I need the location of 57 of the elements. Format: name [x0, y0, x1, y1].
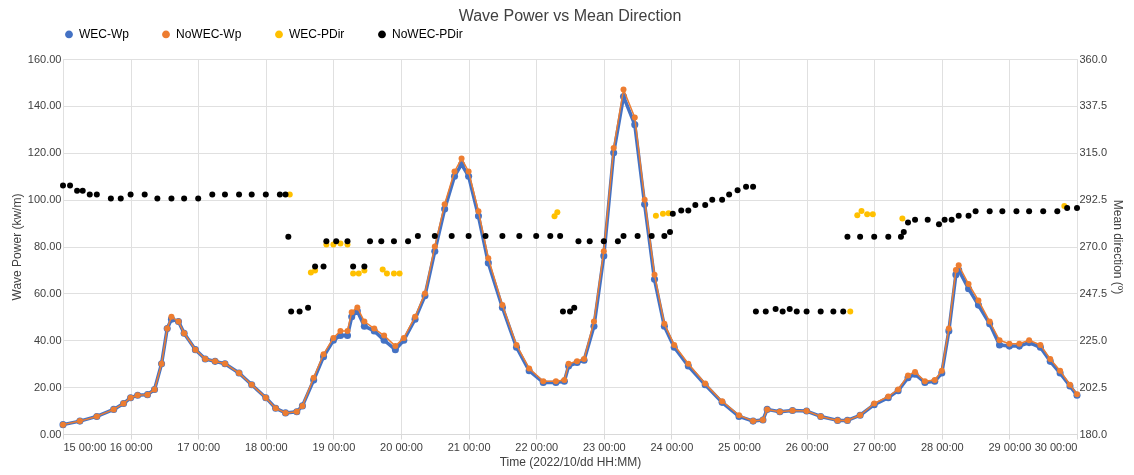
point — [847, 308, 854, 315]
y2-axis-title: Mean direction (º) — [1111, 199, 1126, 295]
x-tick-label: 22 00:00 — [515, 440, 559, 453]
y-tick-label: 0.00 — [40, 427, 62, 440]
x-tick-label: 15 00:00 — [63, 440, 107, 453]
point — [390, 270, 397, 277]
y2-tick-label: 180.0 — [1079, 427, 1108, 440]
legend-label: WEC-Wp — [79, 27, 130, 42]
point — [864, 211, 871, 218]
point — [355, 270, 362, 277]
y2-tick-label: 202.5 — [1079, 380, 1108, 393]
x-tick-label: 18 00:00 — [244, 440, 288, 453]
point — [652, 212, 659, 219]
y-tick-label: 20.00 — [33, 380, 62, 393]
x-tick-label: 23 00:00 — [582, 440, 626, 453]
y-tick-label: 80.00 — [33, 240, 62, 252]
y2-tick-label: 247.5 — [1079, 286, 1108, 299]
y-tick-label: 100.00 — [27, 193, 62, 206]
legend-label: NoWEC-Wp — [176, 27, 242, 42]
y-tick-label: 40.00 — [33, 333, 62, 346]
x-axis-title: Time (2022/10/dd HH:MM) — [499, 454, 642, 469]
x-tick-label: 30 00:00 — [1034, 440, 1078, 453]
point — [554, 209, 561, 216]
point — [858, 208, 865, 215]
y-tick-label: 160.00 — [27, 52, 62, 65]
point — [659, 210, 666, 217]
x-tick-label: 16 00:00 — [109, 440, 153, 453]
y2-tick-label: 360.0 — [1079, 52, 1108, 65]
x-tick-label: 29 00:00 — [988, 440, 1032, 453]
point — [379, 266, 386, 273]
x-tick-label: 20 00:00 — [380, 440, 423, 453]
legend-label: NoWEC-PDir — [392, 27, 463, 42]
x-tick-label: 24 00:00 — [650, 440, 694, 453]
x-tick-label: 27 00:00 — [853, 440, 897, 453]
y2-tick-label: 337.5 — [1079, 99, 1108, 112]
y-axis-title: Wave Power (kw/m) — [9, 193, 24, 301]
point — [899, 215, 906, 222]
point — [396, 270, 403, 277]
point — [350, 270, 357, 277]
x-tick-label: 19 00:00 — [312, 440, 356, 453]
x-tick-label: 26 00:00 — [785, 440, 829, 453]
y-tick-label: 120.00 — [27, 146, 62, 159]
point — [383, 270, 390, 277]
y2-tick-label: 292.5 — [1079, 193, 1108, 206]
y-tick-label: 140.00 — [27, 99, 62, 112]
x-tick-label: 17 00:00 — [177, 440, 221, 453]
y-tick-label: 60.00 — [33, 286, 62, 299]
x-tick-label: 21 00:00 — [447, 440, 491, 453]
y2-tick-label: 315.0 — [1079, 146, 1108, 159]
point — [869, 211, 876, 218]
point — [854, 212, 861, 219]
chart-title: Wave Power vs Mean Direction — [458, 7, 682, 24]
x-tick-label: 25 00:00 — [718, 440, 761, 453]
y2-tick-label: 225.0 — [1079, 333, 1108, 346]
y2-tick-label: 270.0 — [1079, 240, 1108, 252]
x-tick-label: 28 00:00 — [920, 440, 964, 453]
legend-label: WEC-PDir — [289, 27, 345, 42]
